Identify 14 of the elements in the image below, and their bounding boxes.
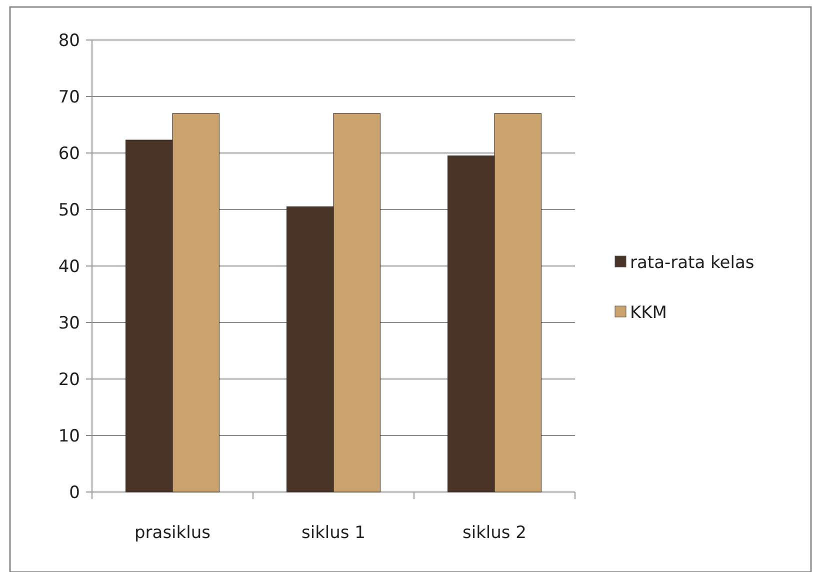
y-tick-label: 20 — [58, 370, 80, 390]
y-tick-label: 30 — [58, 313, 80, 334]
x-tick-label: siklus 1 — [302, 523, 366, 543]
y-tick-label: 10 — [58, 426, 80, 446]
x-tick-label: siklus 2 — [462, 523, 526, 543]
y-tick-label: 40 — [58, 256, 80, 277]
legend-label: rata-rata kelas — [630, 252, 754, 273]
x-tick-label: prasiklus — [134, 523, 211, 543]
legend-label: KKM — [630, 302, 667, 323]
y-tick-label: 70 — [58, 87, 80, 108]
y-tick-label: 80 — [58, 30, 80, 51]
y-tick-label: 50 — [58, 200, 80, 220]
y-tick-label: 0 — [69, 482, 80, 503]
y-tick-label: 60 — [58, 144, 80, 164]
